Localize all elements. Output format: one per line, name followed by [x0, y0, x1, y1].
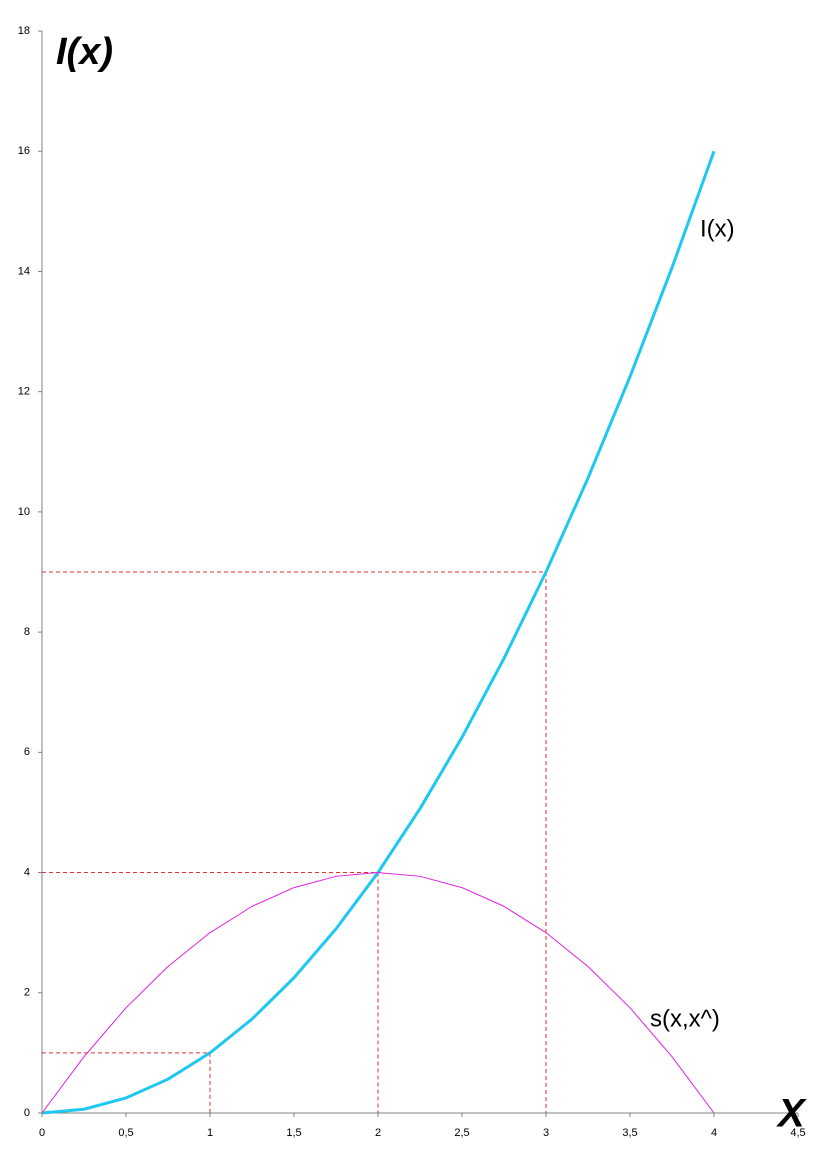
- x-tick-label: 0: [39, 1127, 45, 1139]
- y-tick-label: 14: [18, 265, 30, 277]
- y-tick-label: 16: [18, 145, 30, 157]
- y-tick-label: 6: [24, 746, 30, 758]
- y-axis-title: I(x): [56, 31, 113, 73]
- x-tick-label: 2: [375, 1127, 381, 1139]
- y-tick-label: 0: [24, 1107, 30, 1119]
- x-tick-label: 2,5: [454, 1127, 469, 1139]
- y-tick-label: 8: [24, 626, 30, 638]
- x-tick-label: 4: [711, 1127, 717, 1139]
- y-tick-label: 10: [18, 506, 30, 518]
- x-tick-label: 0,5: [118, 1127, 133, 1139]
- x-tick-label: 3,5: [622, 1127, 637, 1139]
- y-tick-label: 12: [18, 386, 30, 398]
- x-tick-label: 4,5: [790, 1127, 805, 1139]
- y-tick-label: 2: [24, 987, 30, 999]
- x-axis-title: X: [776, 1092, 807, 1136]
- series-label: I(x): [700, 215, 735, 242]
- x-tick-label: 1,5: [286, 1127, 301, 1139]
- y-tick-label: 4: [24, 866, 30, 878]
- x-tick-label: 1: [207, 1127, 213, 1139]
- series-line: [41, 872, 715, 1114]
- series-line: [41, 150, 716, 1115]
- x-tick-label: 3: [543, 1127, 549, 1139]
- y-tick-label: 18: [18, 25, 30, 37]
- series-label: s(x,x^): [650, 1005, 720, 1032]
